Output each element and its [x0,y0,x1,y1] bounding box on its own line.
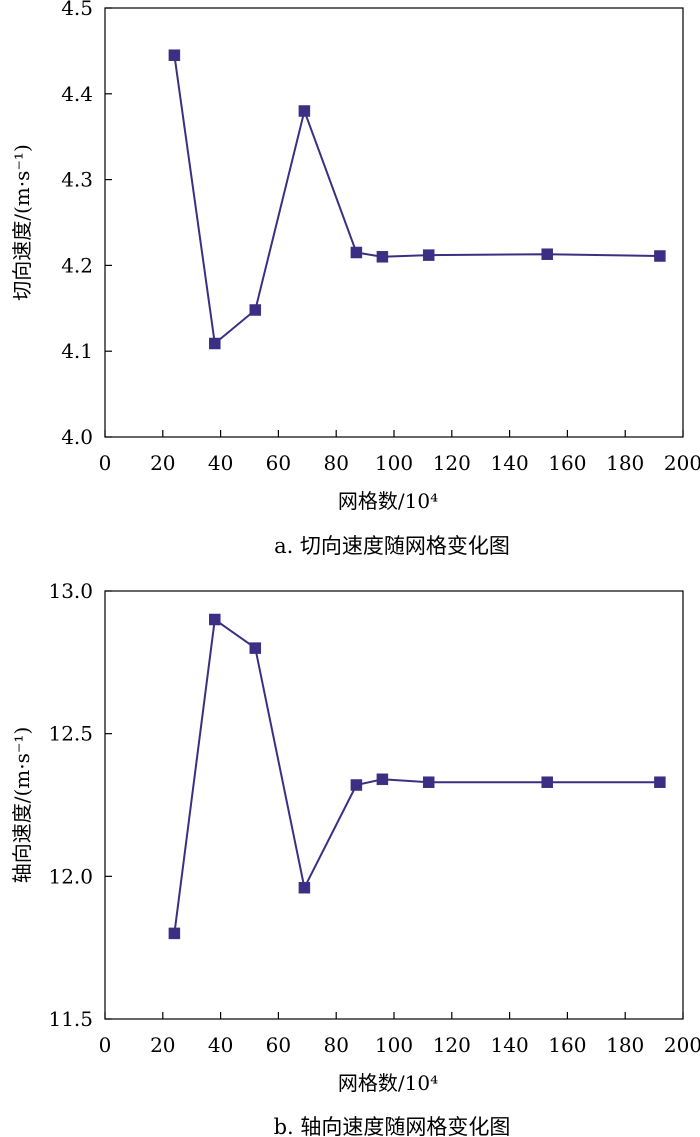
x-tick-label: 0 [99,1033,112,1057]
data-point [376,773,389,786]
x-tick-label: 180 [606,1033,644,1057]
x-tick-label: 40 [208,1033,233,1057]
x-tick-label: 140 [491,1033,529,1057]
y-tick-label: 4.4 [61,82,93,106]
x-tick-label: 160 [548,1033,586,1057]
data-point [350,779,363,791]
x-tick-label: 100 [375,451,413,475]
y-tick-label: 11.5 [48,1007,93,1031]
x-tick-label: 200 [664,451,700,475]
data-point [654,776,666,788]
series-line [173,617,660,934]
x-tick-label: 140 [491,451,529,475]
data-point [298,105,311,117]
data-point [249,304,262,316]
data-point [298,881,311,894]
x-tick-label: 160 [548,451,586,475]
x-tick-label: 100 [375,1033,413,1057]
x-axis-title: 网格数/10⁴ [338,489,438,513]
x-tick-label: 20 [150,451,175,475]
data-point [376,251,389,263]
x-axis-title: 网格数/10⁴ [338,1071,438,1095]
data-point [654,250,666,262]
y-tick-label: 4.3 [61,168,93,192]
x-tick-label: 60 [266,451,291,475]
series-line [173,55,660,346]
x-tick-label: 0 [99,451,112,475]
y-axis-title: 轴向速度/(m·s⁻¹) [10,727,34,884]
x-tick-label: 40 [208,451,233,475]
data-point [422,249,435,261]
data-point [249,642,262,654]
data-point [422,776,435,788]
plot-frame [104,7,684,438]
data-point [168,49,181,61]
y-axis-title: 切向速度/(m·s⁻¹) [10,144,34,301]
y-tick-label: 12.0 [48,864,93,888]
figure-caption: a. 切向速度随网格变化图 [274,534,510,558]
y-tick-label: 4.0 [61,425,93,449]
x-tick-label: 120 [433,1033,471,1057]
y-tick-label: 13.0 [48,579,93,603]
y-tick-label: 4.5 [61,0,93,20]
y-tick-label: 4.1 [61,339,93,363]
x-tick-label: 60 [266,1033,291,1057]
y-tick-label: 4.2 [61,253,93,277]
x-tick-label: 120 [433,451,471,475]
data-point [168,927,181,940]
y-tick-label: 12.5 [48,722,93,746]
x-tick-label: 20 [150,1033,175,1057]
x-tick-label: 80 [323,1033,348,1057]
chart-panel-1: 0 20 40 60 80 100 120 140 160 180 200 4.0 4.1 4.2 4.3 4… [10,0,700,558]
data-point [541,248,553,260]
data-point [209,337,221,350]
x-tick-label: 80 [323,451,348,475]
data-point [541,776,553,788]
data-point [209,613,221,626]
x-tick-label: 180 [606,451,644,475]
data-point [350,246,363,259]
x-tick-label: 200 [664,1033,700,1057]
chart-panel-2: 0 20 40 60 80 100 120 140 160 180 200 11.5 12.0 12.5 1… [10,579,700,1137]
figure-caption: b. 轴向速度随网格变化图 [274,1115,511,1137]
